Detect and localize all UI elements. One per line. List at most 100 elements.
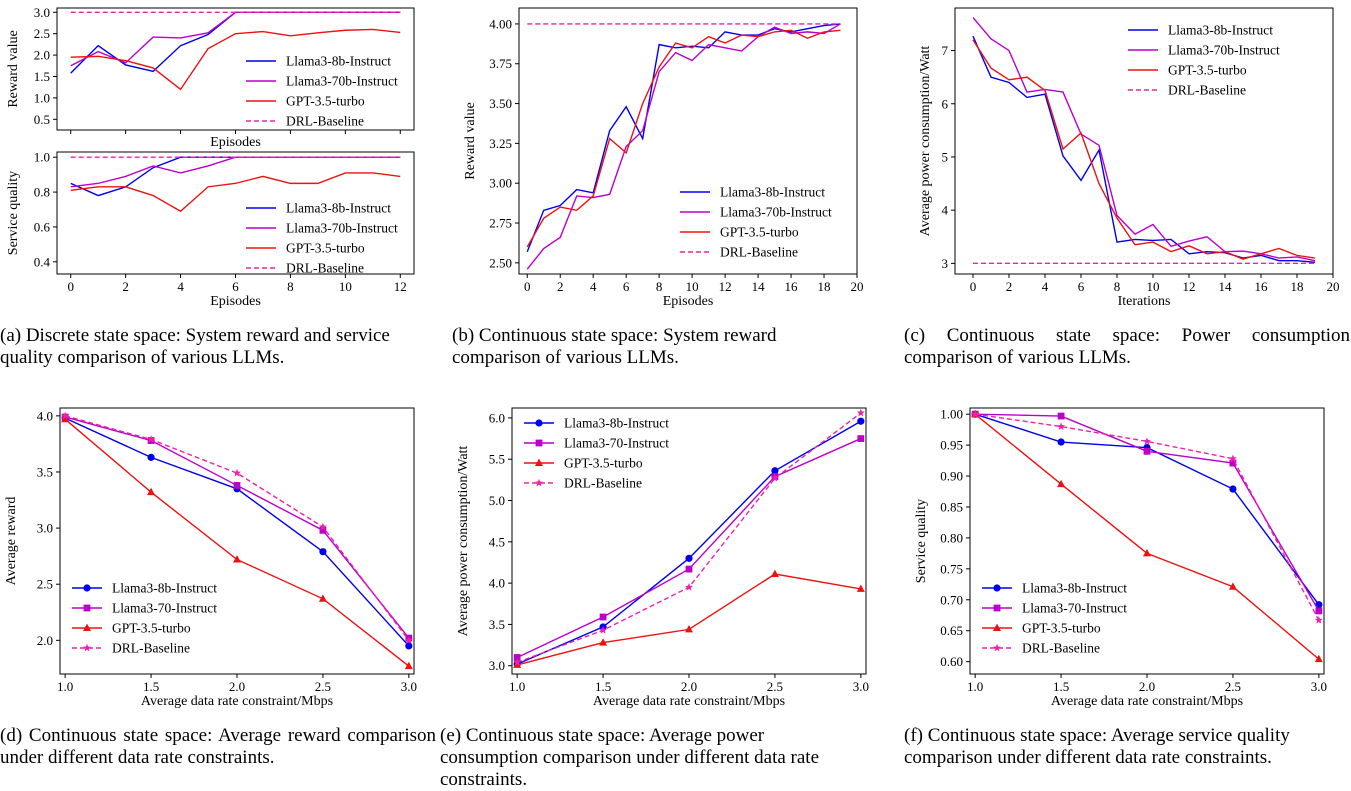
point-d-0-marker: [147, 453, 155, 461]
point-f-3-marker: [971, 409, 980, 418]
y-tick-label: 2.5: [34, 26, 50, 41]
x-axis-label: Average data rate constraint/Mbps: [1051, 694, 1243, 709]
point-e-2-marker: [599, 638, 608, 646]
y-axis-label: Average power consumption/Watt: [918, 46, 933, 237]
point-e-3-marker: [513, 658, 522, 666]
legend-marker: [535, 478, 543, 487]
chart-e: 1.0 1.5 2.0 2.5 3.0 3.0 3.5 4.0 4.5 5.0 5.5 6.0 Aver…: [456, 407, 869, 709]
point-e-1-marker: [857, 435, 865, 442]
y-tick-label: 0.6: [34, 219, 51, 234]
y-tick-label: 3.75: [489, 56, 512, 71]
point-d-3-marker: [233, 468, 241, 477]
x-axis-label: Iterations: [1118, 294, 1171, 309]
y-tick-label: 0.80: [940, 530, 963, 545]
x-tick-label: 18: [818, 279, 831, 294]
legend-label: GPT-3.5-turbo: [286, 94, 365, 109]
caption-b: (b) Continuous state space: System rewar…: [452, 325, 777, 368]
y-tick-label: 5: [942, 149, 949, 164]
x-tick-label: 6: [232, 279, 239, 294]
x-tick-label: 2.5: [767, 679, 783, 694]
chart-f: 1.0 1.5 2.0 2.5 3.0 0.60 0.65 0.70 0.75 0.80 0.85 0…: [914, 407, 1327, 709]
legend-label: GPT-3.5-turbo: [1168, 63, 1247, 78]
point-f-1-marker: [1143, 447, 1151, 455]
legend-label: GPT-3.5-turbo: [1022, 621, 1101, 636]
point-f-1-marker: [1315, 607, 1323, 615]
point-d-2-marker: [61, 414, 70, 423]
legend-label: DRL-Baseline: [564, 476, 642, 491]
x-axis-label: Average data rate constraint/Mbps: [593, 694, 785, 709]
point-f-0-marker: [1057, 438, 1065, 446]
point-d-3-marker: [404, 636, 413, 644]
y-axis-label: Service quality: [6, 171, 21, 255]
x-tick-label: 1.0: [509, 679, 525, 694]
y-axis-label: Average power consumption/Watt: [456, 446, 471, 637]
series-line-b-1: [526, 23, 841, 270]
point-d-0-marker: [319, 548, 327, 556]
legend-label: Llama3-8b-Instruct: [286, 54, 391, 69]
x-tick-label: 20: [851, 279, 864, 294]
y-tick-label: 3.5: [489, 617, 505, 632]
y-tick-label: 4.0: [37, 408, 53, 423]
x-tick-label: 2.5: [1225, 679, 1241, 694]
point-d-0-marker: [405, 642, 413, 650]
y-tick-label: 0.70: [940, 592, 963, 607]
x-tick-label: 20: [1327, 279, 1340, 294]
caption-a: (a) Discrete state space: System reward …: [0, 325, 390, 368]
plot-frame: [56, 7, 415, 131]
y-tick-label: 3.0: [489, 658, 505, 673]
series-line-a2-1: [70, 156, 401, 188]
legend-marker: [83, 584, 91, 592]
y-tick-label: 6: [942, 96, 949, 111]
y-tick-label: 2.0: [37, 633, 53, 648]
x-tick-label: 2: [1006, 279, 1013, 294]
point-e-0-marker: [857, 417, 865, 425]
point-f-2-marker: [1314, 654, 1323, 663]
y-tick-label: 3.5: [37, 464, 53, 479]
y-tick-label: 0.4: [34, 254, 51, 269]
legend-label: GPT-3.5-turbo: [564, 456, 643, 471]
x-tick-label: 12: [394, 279, 407, 294]
point-e-3-marker: [685, 583, 693, 591]
point-d-2-marker: [233, 555, 241, 563]
point-e-1-marker: [599, 613, 607, 621]
y-tick-label: 0.85: [940, 499, 963, 514]
y-tick-label: 3.50: [489, 96, 512, 111]
y-tick-label: 0.5: [34, 112, 50, 127]
legend-label: Llama3-70-Instruct: [112, 601, 217, 616]
y-tick-label: 1.5: [34, 69, 50, 84]
y-tick-label: 0.75: [940, 561, 963, 576]
x-tick-label: 14: [752, 279, 766, 294]
y-tick-label: 7: [942, 43, 949, 58]
y-tick-label: 0.8: [34, 185, 50, 200]
y-tick-label: 5.5: [489, 452, 505, 467]
series-line-c-1: [972, 17, 1316, 262]
caption-c: (c) Continuous state space: Power consum…: [904, 325, 1350, 368]
point-f-0-marker: [1229, 485, 1237, 493]
y-tick-label: 0.65: [940, 623, 963, 638]
legend-label: Llama3-8b-Instruct: [286, 201, 391, 216]
y-tick-label: 1.00: [940, 407, 963, 422]
y-tick-label: 0.90: [940, 469, 963, 484]
x-tick-label: 0: [970, 279, 977, 294]
series-line-a1-2: [70, 28, 401, 91]
legend-marker: [993, 584, 1001, 592]
legend-label: DRL-Baseline: [1022, 641, 1100, 656]
point-d-3-marker: [318, 522, 327, 531]
legend-marker: [535, 419, 543, 427]
y-tick-label: 3.25: [489, 136, 512, 151]
y-axis-label: Reward value: [463, 102, 478, 179]
legend-label: Llama3-70-Instruct: [564, 436, 669, 451]
x-tick-label: 3.0: [853, 679, 869, 694]
legend-marker: [83, 623, 91, 631]
y-tick-label: 0.60: [940, 654, 963, 669]
x-tick-label: 1.5: [1053, 679, 1069, 694]
point-e-3-marker: [770, 474, 779, 482]
x-tick-label: 1.0: [57, 679, 73, 694]
legend-label: Llama3-70b-Instruct: [286, 74, 398, 89]
y-tick-label: 4.5: [489, 534, 505, 549]
legend-label: Llama3-8b-Instruct: [112, 581, 217, 596]
point-e-0-marker: [771, 467, 779, 475]
y-tick-label: 4.00: [489, 16, 512, 31]
caption-e: (e) Continuous state space: Average powe…: [440, 725, 819, 790]
